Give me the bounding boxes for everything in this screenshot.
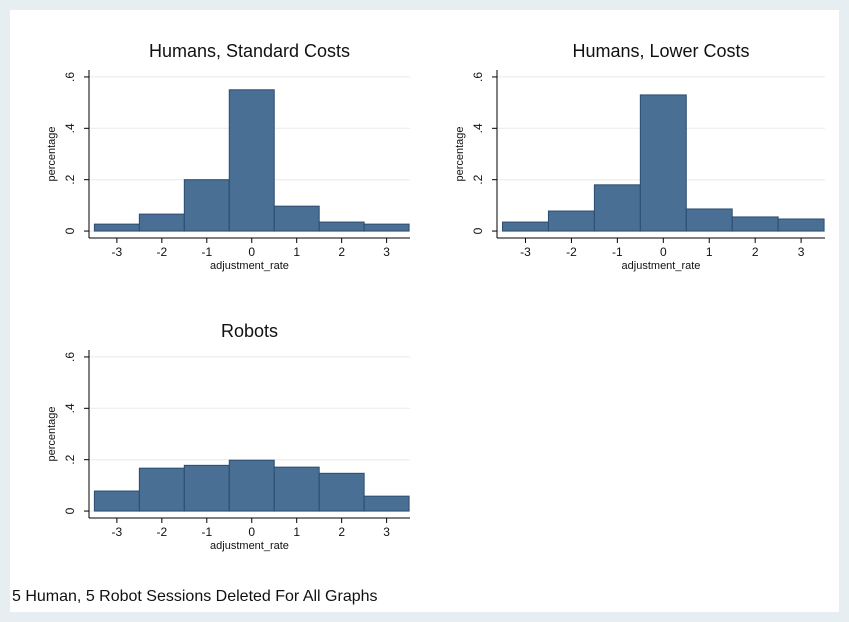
chart-title: Humans, Standard Costs [149,41,350,61]
x-tick-label: -1 [201,525,212,539]
bar [228,89,275,232]
x-axis-label: adjustment_rate [622,260,701,272]
bar [183,179,230,232]
bar [93,223,140,232]
x-tick-label: 3 [798,245,805,259]
bar [93,490,140,512]
y-tick-label: 0 [471,227,485,234]
bar [639,94,687,232]
bar [547,210,595,232]
y-tick-label: 0 [63,507,77,514]
x-tick-label: 2 [338,525,345,539]
y-tick-label: .4 [471,123,485,133]
x-tick-label: 0 [660,245,667,259]
y-tick-label: 0 [63,227,77,234]
x-tick-label: -3 [112,525,123,539]
bar [273,466,320,512]
x-tick-label: 2 [338,245,345,259]
chart-title: Robots [221,321,278,341]
y-tick-label: .6 [63,72,77,82]
x-tick-label: -1 [201,245,212,259]
x-tick-label: 1 [293,245,300,259]
y-tick-label: .2 [471,174,485,184]
x-tick-label: -2 [156,525,167,539]
bar [183,464,230,512]
x-tick-label: 3 [383,525,390,539]
bar [363,495,410,512]
bar [502,221,549,232]
y-tick-label: .4 [63,123,77,133]
x-tick-label: -3 [112,245,123,259]
y-tick-label: .2 [63,174,77,184]
bar [138,213,185,232]
x-tick-label: 2 [752,245,759,259]
bar [777,218,825,232]
note: 5 Human, 5 Robot Sessions Deleted For Al… [12,588,378,605]
y-axis-label: percentage [454,126,466,181]
x-tick-label: -2 [566,245,577,259]
y-tick-label: .6 [63,352,77,362]
y-axis-label: percentage [46,126,58,181]
x-tick-label: 1 [293,525,300,539]
bar [318,472,365,512]
x-tick-label: -3 [520,245,531,259]
x-tick-label: 0 [248,245,255,259]
y-axis-label: percentage [46,406,58,461]
bar [138,467,185,512]
x-tick-label: 0 [248,525,255,539]
bar [593,184,641,232]
bar [363,223,410,232]
y-tick-label: .2 [63,454,77,464]
x-tick-label: 1 [706,245,713,259]
x-tick-label: 3 [383,245,390,259]
y-tick-label: .4 [63,403,77,413]
chart-title: Humans, Lower Costs [572,41,749,61]
bar [228,459,275,512]
bar [318,221,365,232]
y-tick-label: .6 [471,72,485,82]
x-tick-label: -2 [156,245,167,259]
bar [731,216,779,232]
bar [273,205,320,232]
x-axis-label: adjustment_rate [210,260,289,272]
x-tick-label: -1 [612,245,623,259]
x-axis-label: adjustment_rate [210,540,289,552]
bar [685,208,733,232]
